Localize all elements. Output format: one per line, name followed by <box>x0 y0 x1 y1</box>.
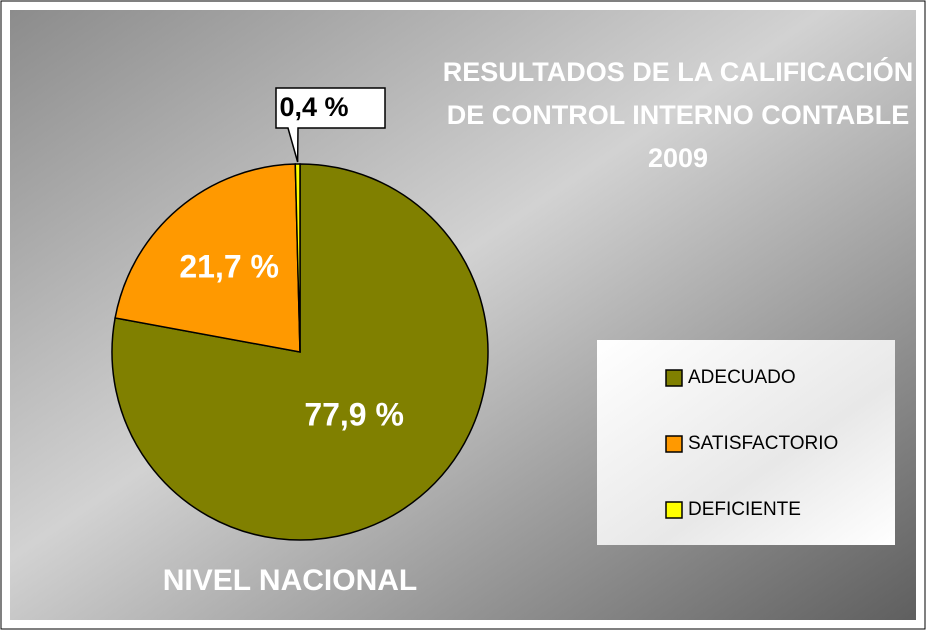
legend-swatch <box>665 501 683 519</box>
data-label: 21,7 % <box>179 249 279 285</box>
title-line: DE CONTROL INTERNO CONTABLE <box>447 100 910 130</box>
pie-slice <box>114 163 301 353</box>
data-label: 0,4 % <box>279 92 348 122</box>
title-line: 2009 <box>648 143 708 173</box>
title-line: RESULTADOS DE LA CALIFICACIÓN <box>443 56 913 87</box>
legend-label: DEFICIENTE <box>688 499 801 520</box>
legend-label: ADECUADO <box>688 367 796 388</box>
legend-label: SATISFACTORIO <box>688 433 838 454</box>
pie-slice <box>294 163 301 353</box>
subtitle: NIVEL NACIONAL <box>163 564 417 597</box>
legend-swatch <box>665 435 683 453</box>
chart-title: RESULTADOS DE LA CALIFICACIÓN DE CONTROL … <box>443 56 913 173</box>
legend-swatch <box>665 369 683 387</box>
callout <box>275 87 386 163</box>
data-label: 77,9 % <box>304 396 404 432</box>
legend-box <box>597 340 895 545</box>
